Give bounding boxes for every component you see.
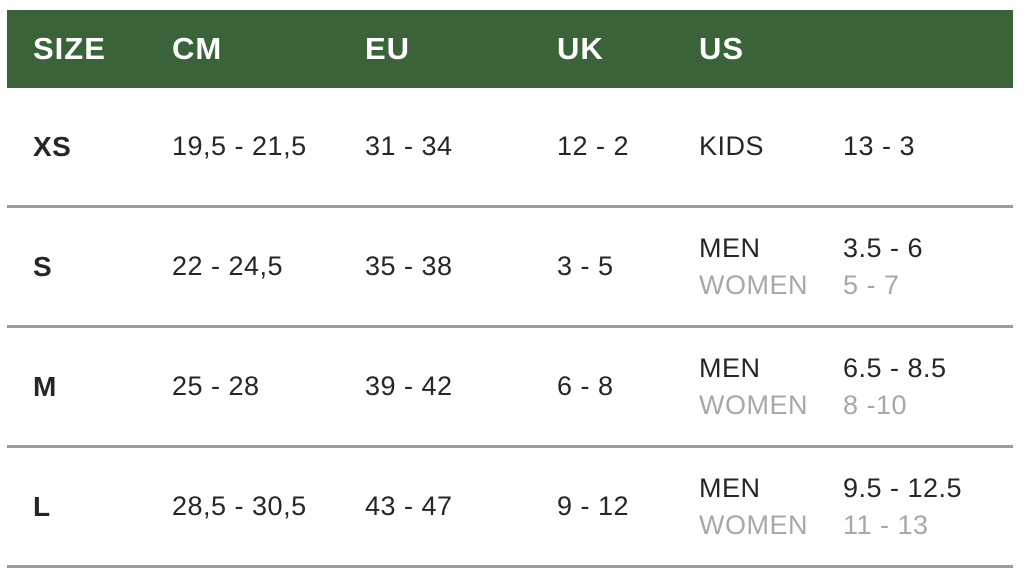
cm-value: 28,5 - 30,5 — [172, 491, 307, 521]
us-value-women: 5 - 7 — [843, 269, 900, 300]
us-group-label-men: MEN — [699, 472, 761, 503]
us-values: 13 - 3 — [843, 128, 1013, 165]
table-row-xs: XS 19,5 - 21,5 31 - 34 12 - 2 KIDS 13 - … — [7, 88, 1013, 208]
size-label: L — [33, 490, 51, 522]
us-values: 9.5 - 12.5 11 - 13 — [843, 470, 1013, 544]
uk-value: 6 - 8 — [557, 371, 614, 401]
us-value-kids: 13 - 3 — [843, 131, 916, 161]
us-group-label-women: WOMEN — [699, 389, 808, 420]
cm-value: 25 - 28 — [172, 371, 260, 401]
us-value-men: 3.5 - 6 — [843, 232, 924, 263]
uk-value: 12 - 2 — [557, 131, 630, 161]
us-group-labels: MEN WOMEN — [699, 230, 843, 304]
column-header-cm: CM — [172, 31, 223, 66]
us-group-label-men: MEN — [699, 352, 761, 383]
eu-value: 35 - 38 — [365, 251, 453, 281]
table-header-row: SIZE CM EU UK US — [7, 10, 1013, 88]
cm-value: 19,5 - 21,5 — [172, 131, 307, 161]
us-value-men: 6.5 - 8.5 — [843, 352, 947, 383]
us-values: 6.5 - 8.5 8 -10 — [843, 350, 1013, 424]
column-header-uk: UK — [557, 31, 604, 66]
table-row-m: M 25 - 28 39 - 42 6 - 8 MEN WOMEN 6.5 - … — [7, 328, 1013, 448]
us-values: 3.5 - 6 5 - 7 — [843, 230, 1013, 304]
us-group-label-women: WOMEN — [699, 509, 808, 540]
table-row-s: S 22 - 24,5 35 - 38 3 - 5 MEN WOMEN 3.5 … — [7, 208, 1013, 328]
us-value-men: 9.5 - 12.5 — [843, 472, 963, 503]
us-group-label-men: MEN — [699, 232, 761, 263]
size-label: S — [33, 250, 53, 282]
us-group-label-kids: KIDS — [699, 131, 765, 161]
us-group-labels: KIDS — [699, 128, 843, 165]
eu-value: 43 - 47 — [365, 491, 453, 521]
column-header-size: SIZE — [33, 31, 106, 66]
size-chart-table: SIZE CM EU UK US XS 19,5 - 21,5 31 - 34 … — [0, 10, 1024, 568]
eu-value: 31 - 34 — [365, 131, 453, 161]
us-value-women: 11 - 13 — [843, 509, 929, 540]
uk-value: 3 - 5 — [557, 251, 614, 281]
cm-value: 22 - 24,5 — [172, 251, 284, 281]
size-label: XS — [33, 130, 72, 162]
us-value-women: 8 -10 — [843, 389, 908, 420]
us-group-labels: MEN WOMEN — [699, 470, 843, 544]
column-header-eu: EU — [365, 31, 411, 66]
us-group-label-women: WOMEN — [699, 269, 808, 300]
size-label: M — [33, 370, 57, 402]
column-header-us: US — [699, 31, 745, 66]
table-row-l: L 28,5 - 30,5 43 - 47 9 - 12 MEN WOMEN 9… — [7, 448, 1013, 568]
us-group-labels: MEN WOMEN — [699, 350, 843, 424]
uk-value: 9 - 12 — [557, 491, 630, 521]
eu-value: 39 - 42 — [365, 371, 453, 401]
